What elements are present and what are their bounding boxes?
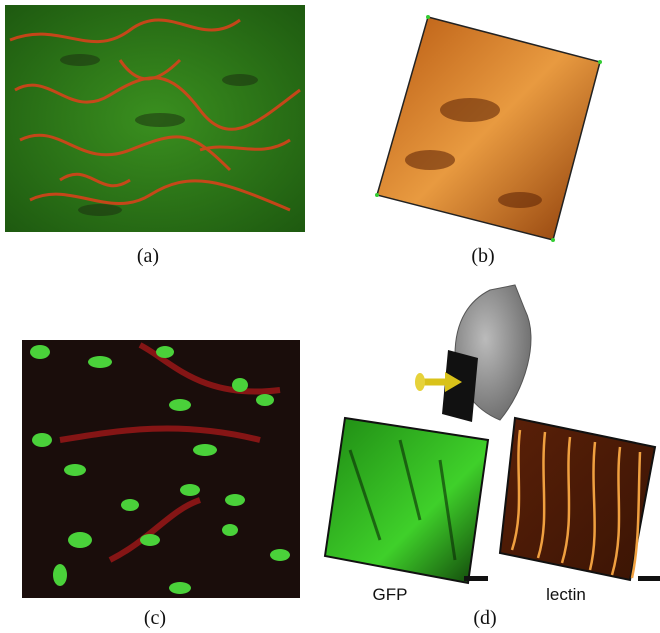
panel-a-image	[5, 5, 305, 232]
panel-label: (a)	[137, 245, 159, 267]
panel-label: (d)	[473, 607, 496, 629]
panel-label: (c)	[144, 607, 166, 629]
scale-bar	[464, 576, 488, 581]
panel-b-image	[375, 15, 602, 242]
panel-label: (b)	[471, 245, 494, 267]
sublabel: lectin	[546, 585, 586, 604]
gfp-image	[325, 418, 488, 583]
lectin-image	[500, 418, 655, 580]
figure: (a) (b) (c)	[0, 0, 660, 633]
scale-bar	[638, 576, 660, 581]
heart-model	[415, 285, 531, 422]
sublabel: GFP	[373, 585, 408, 604]
panel-c-image	[22, 340, 300, 598]
